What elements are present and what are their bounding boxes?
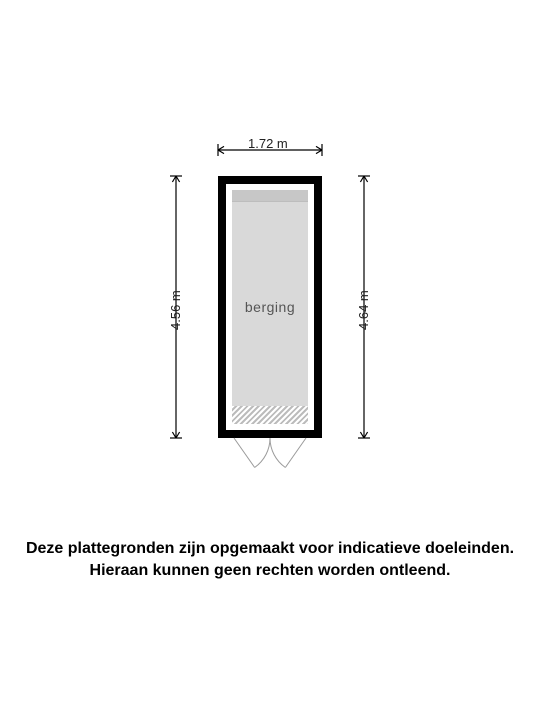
disclaimer-line-2: Hieraan kunnen geen rechten worden ontle…: [0, 560, 540, 582]
door-opening-hatch: [232, 406, 308, 424]
floorplan-canvas: berging 1.72 m 4.56 m 4.64 m Deze platte…: [0, 0, 540, 720]
room-label: berging: [245, 299, 295, 315]
door-swing-icon: [198, 436, 342, 496]
disclaimer-line-1: Deze plattegronden zijn opgemaakt voor i…: [0, 538, 540, 560]
room-top-shelf: [232, 190, 308, 202]
dimension-label-right: 4.64 m: [356, 290, 371, 330]
room-berging: berging: [218, 176, 322, 438]
disclaimer-text: Deze plattegronden zijn opgemaakt voor i…: [0, 538, 540, 582]
dimension-label-left: 4.56 m: [168, 290, 183, 330]
dimension-label-top: 1.72 m: [248, 136, 288, 151]
